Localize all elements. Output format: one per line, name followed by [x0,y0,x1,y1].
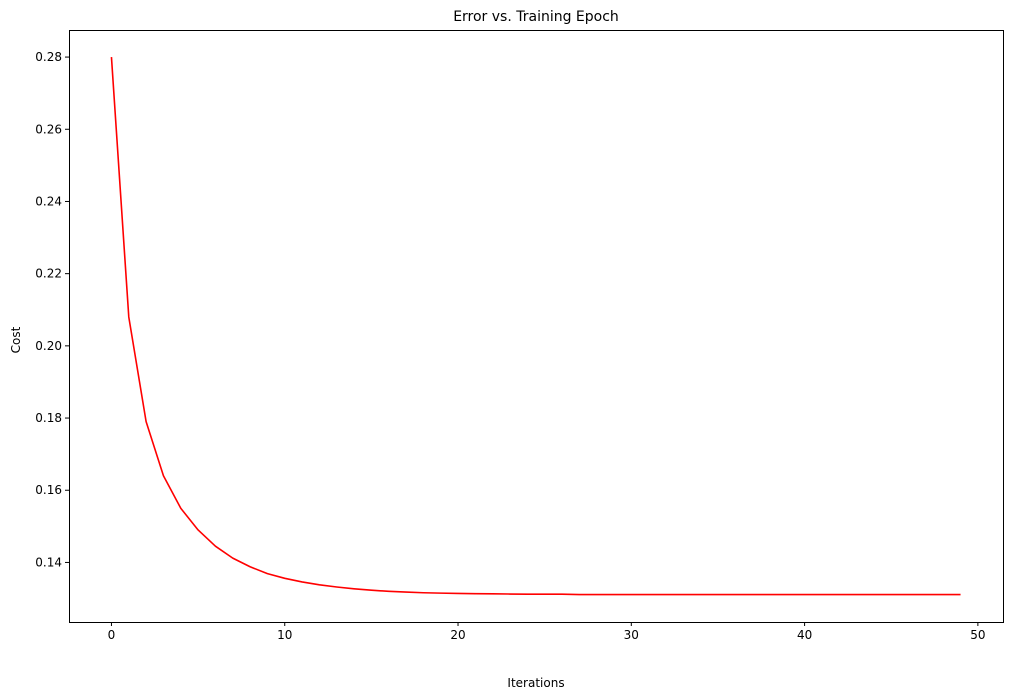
cost-series-line [110,57,961,596]
y-tick-label: 0.14 [35,555,62,569]
y-tick-label: 0.24 [35,194,62,208]
x-tick-label: 20 [450,628,465,642]
axis-ticks: 0 10 20 30 40 50 0.14 0.16 0.18 0.20 0.22 0.24 0.26 0… [35,50,985,642]
y-tick-label: 0.26 [35,122,62,136]
series-layer [110,57,961,596]
y-tick-label: 0.16 [35,483,62,497]
y-tick-label: 0.22 [35,267,62,281]
y-tick-label: 0.28 [35,50,62,64]
x-axis-title: Iterations [507,676,564,690]
y-axis-title: Cost [9,326,23,353]
x-tick-label: 50 [970,628,985,642]
x-tick-label: 10 [277,628,292,642]
x-tick-label: 40 [797,628,812,642]
y-tick-label: 0.20 [35,339,62,353]
x-tick-label: 30 [624,628,639,642]
chart-title: Error vs. Training Epoch [453,9,619,25]
y-tick-label: 0.18 [35,411,62,425]
x-tick-label: 0 [108,628,116,642]
plot-frame [69,30,1004,623]
